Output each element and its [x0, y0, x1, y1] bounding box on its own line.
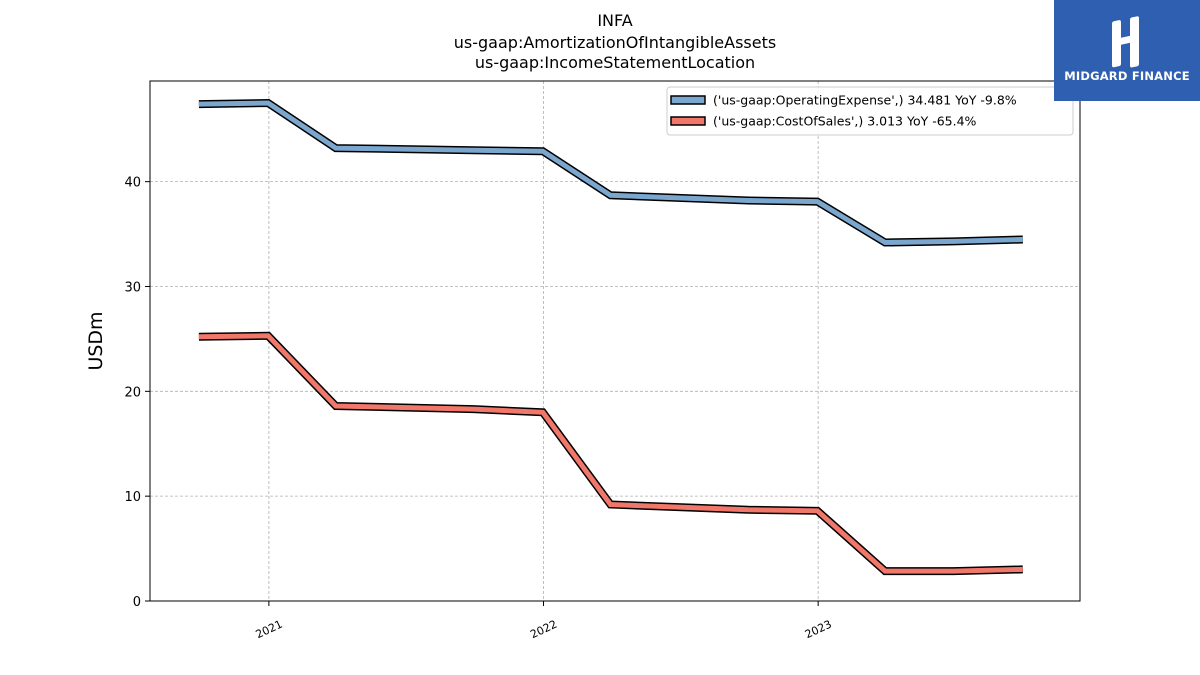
legend: ('us-gaap:OperatingExpense',) 34.481 YoY… [666, 86, 1074, 136]
y-axis: 0 10 20 30 40 [124, 176, 150, 610]
y-tick-label: 20 [124, 385, 141, 400]
plot-frame [149, 80, 1081, 602]
chart-title: INFA [597, 11, 633, 30]
x-tick-label: 2022 [528, 618, 559, 642]
series-outline-1 [198, 331, 1023, 576]
x-tick-label: 2023 [803, 618, 834, 642]
legend-label-1: ('us-gaap:CostOfSales',) 3.013 YoY -65.4… [713, 114, 977, 129]
x-axis: 2021 2022 2023 [254, 601, 834, 641]
y-tick-label: 30 [124, 280, 141, 295]
chart-subtitle-concept: us-gaap:AmortizationOfIntangibleAssets [453, 33, 777, 52]
logo-mark-icon [1112, 16, 1139, 68]
legend-swatch-0 [670, 95, 706, 105]
series-lines [198, 98, 1023, 576]
x-tick-label: 2021 [254, 618, 285, 642]
legend-box [666, 86, 1074, 136]
series-line-0 [198, 100, 1023, 246]
grid-lines [150, 81, 1080, 601]
y-tick-label: 0 [133, 595, 141, 610]
series-line-1 [198, 333, 1023, 574]
y-tick-label: 10 [124, 490, 141, 505]
chart-subtitle-location: us-gaap:IncomeStatementLocation [474, 53, 756, 72]
legend-swatch-1 [670, 116, 706, 126]
midgard-finance-logo: MIDGARD FINANCE [1054, 0, 1200, 101]
logo-text: MIDGARD FINANCE [1064, 69, 1190, 83]
y-axis-label: USDm [85, 311, 107, 370]
y-tick-label: 40 [124, 176, 141, 191]
legend-label-0: ('us-gaap:OperatingExpense',) 34.481 YoY… [713, 93, 1017, 108]
